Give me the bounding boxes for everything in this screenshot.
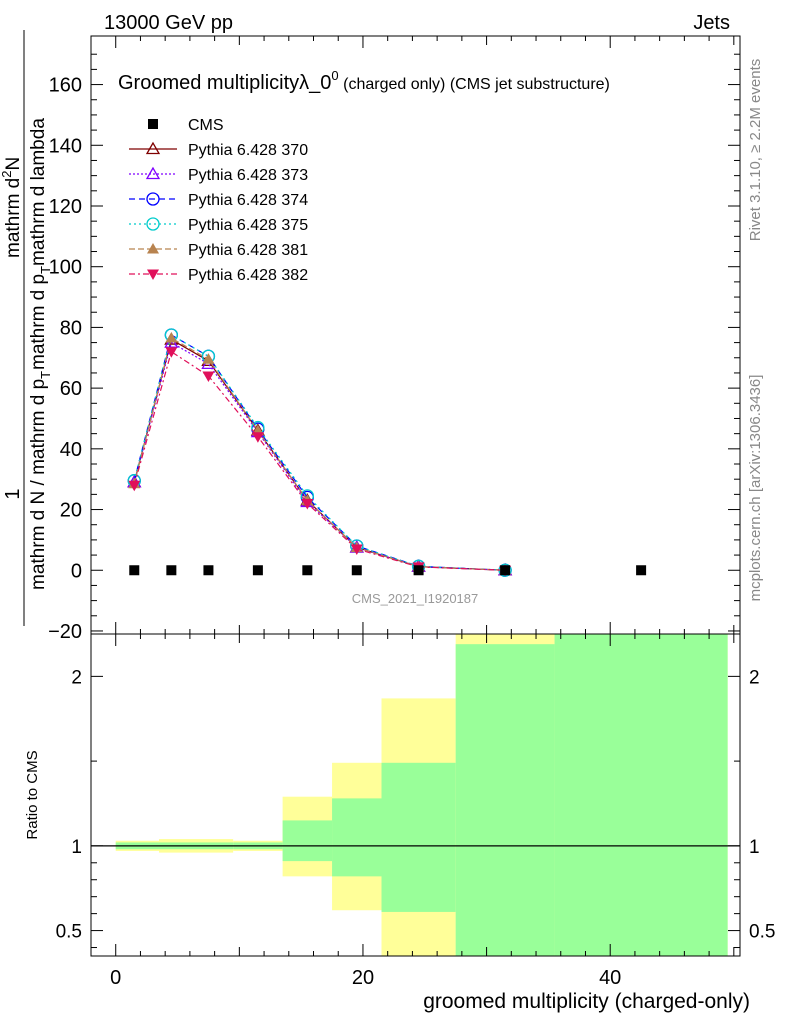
- ratio-frame: [90, 633, 741, 957]
- legend-marker: [146, 192, 160, 206]
- legend-marker: [148, 119, 158, 129]
- legend: CMS Pythia 6.428 370 Pythia 6.428 373 Pythi…: [129, 117, 308, 284]
- cms-point: [351, 565, 362, 576]
- side-mcplots-label: mcplots.cern.ch [arXiv:1306.3436]: [747, 375, 764, 602]
- ratio-panel: 0.5 0.51 12 20 20 40: [56, 633, 775, 989]
- legend-marker: [146, 217, 160, 231]
- ratio-ylabel: Ratio to CMS: [24, 750, 41, 839]
- series-point-p382: [128, 480, 141, 492]
- cms-point: [413, 565, 424, 576]
- series-point-p381: [202, 353, 215, 364]
- legend-label: Pythia 6.428 381: [188, 242, 308, 259]
- series-point-p382: [301, 498, 314, 510]
- ylabel-num2: mathrm d2N: [0, 157, 24, 258]
- x-tick-label: 20: [352, 967, 374, 989]
- series-line-p382: [133, 350, 506, 571]
- ratio-band-inner-7: [554, 634, 728, 956]
- series-line-p370: [133, 338, 506, 571]
- y-tick-label: 60: [60, 378, 82, 400]
- main-panel: −20 0 20 40 60 80 100 120 140 160: [48, 35, 741, 643]
- legend-marker: [145, 141, 161, 155]
- y-tick-label: 80: [60, 317, 82, 339]
- y-tick-label: 160: [49, 75, 82, 97]
- legend-label: CMS: [188, 117, 224, 134]
- ratio-band-inner-5: [381, 762, 456, 912]
- y-tick-label: 20: [60, 500, 82, 522]
- y-tick-label: −20: [48, 621, 82, 643]
- x-tick-label: 0: [110, 967, 121, 989]
- series-point-p381: [165, 332, 178, 343]
- cms-point: [166, 565, 177, 576]
- series-point-p382: [251, 432, 264, 443]
- legend-label: Pythia 6.428 370: [188, 142, 308, 159]
- series-point-p382: [350, 544, 363, 556]
- series-line-p381: [133, 337, 506, 571]
- legend-marker: [147, 269, 159, 280]
- ratio-tick-label-right: 1: [749, 837, 760, 858]
- x-axis-label: groomed multiplicity (charged-only): [423, 990, 750, 1013]
- y-tick-label: 0: [71, 560, 82, 582]
- y-tick-label: 120: [49, 196, 82, 218]
- legend-marker: [147, 243, 159, 254]
- ratio-band-inner-6: [455, 644, 555, 956]
- ratio-tick-label-right: 0.5: [749, 922, 775, 943]
- analysis-watermark: CMS_2021_I1920187: [352, 591, 479, 606]
- ylabel-frac-numerator: 1: [2, 488, 24, 499]
- cms-point: [302, 565, 313, 576]
- y-tick-label: 140: [49, 135, 82, 157]
- ratio-tick-label-right: 2: [749, 667, 760, 688]
- series-line-p373: [133, 341, 506, 571]
- cms-point: [500, 565, 511, 576]
- ratio-tick-label: 1: [71, 837, 82, 858]
- side-rivet-label: Rivet 3.1.10, ≥ 2.2M events: [747, 59, 764, 242]
- cms-point: [636, 565, 647, 576]
- cms-point: [129, 565, 140, 576]
- legend-label: Pythia 6.428 373: [188, 167, 308, 184]
- series-point-p382: [202, 371, 215, 382]
- plot-title: Groomed multiplicityλ_00 (charged only) …: [118, 68, 610, 94]
- cms-point: [203, 565, 214, 576]
- series-line-p375: [133, 334, 506, 571]
- legend-label: Pythia 6.428 374: [188, 192, 308, 209]
- ratio-band-inner-3: [282, 820, 333, 862]
- y-tick-label: 100: [49, 257, 82, 279]
- ylabel-frac-denominator: mathrm d N / mathrm d pT: [28, 371, 53, 590]
- ylabel-den2: mathrm d pTmathrm d lambda: [28, 118, 53, 370]
- cms-point: [252, 565, 263, 576]
- header-left: 13000 GeV pp: [104, 12, 233, 34]
- legend-marker: [145, 166, 161, 180]
- ratio-tick-label: 2: [71, 667, 82, 688]
- header-right: Jets: [693, 12, 730, 34]
- y-tick-label: 40: [60, 439, 82, 461]
- main-ylabel: 1 mathrm d N / mathrm d pT mathrm d2N ma…: [0, 30, 53, 626]
- series-point-p382: [165, 347, 178, 358]
- x-tick-label: 40: [599, 967, 621, 989]
- ratio-tick-label: 0.5: [56, 922, 82, 943]
- ratio-band-inner-4: [332, 798, 382, 877]
- legend-label: Pythia 6.428 382: [188, 267, 308, 284]
- legend-label: Pythia 6.428 375: [188, 217, 308, 234]
- series-line-p374: [133, 334, 506, 571]
